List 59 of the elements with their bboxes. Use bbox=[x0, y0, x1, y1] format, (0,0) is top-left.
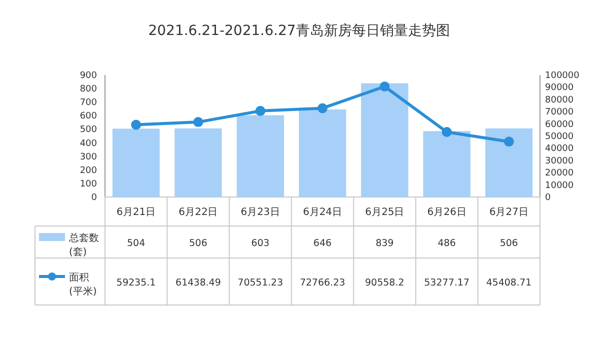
y2-tick-label: 10000 bbox=[545, 180, 574, 191]
data-label: 603 bbox=[251, 238, 270, 249]
bar bbox=[361, 83, 408, 197]
legend-label: 面积(平米) bbox=[69, 272, 97, 298]
data-label: 61438.49 bbox=[176, 278, 221, 288]
x-tick-label: 6月21日 bbox=[116, 207, 156, 218]
data-label: 506 bbox=[500, 238, 518, 249]
y-tick-label: 0 bbox=[91, 193, 98, 203]
point bbox=[193, 117, 204, 128]
data-label: 90558.2 bbox=[364, 278, 404, 288]
bar bbox=[174, 128, 222, 197]
bar bbox=[423, 131, 470, 197]
x-tick-label: 6月26日 bbox=[427, 207, 466, 218]
x-tick-label: 6月22日 bbox=[178, 207, 218, 218]
y-tick-label: 800 bbox=[80, 84, 98, 95]
y2-tick-label: 60000 bbox=[545, 120, 574, 130]
y-tick-label: 200 bbox=[80, 166, 98, 176]
y2-tick-label: 70000 bbox=[545, 108, 574, 118]
x-tick-label: 6月24日 bbox=[302, 207, 342, 218]
data-label: 59235.1 bbox=[116, 278, 156, 288]
data-label: 72766.23 bbox=[300, 278, 346, 288]
point bbox=[442, 127, 452, 137]
y-tick-label: 500 bbox=[80, 125, 98, 136]
bar bbox=[112, 128, 160, 197]
point bbox=[318, 103, 328, 114]
x-tick-label: 6月25日 bbox=[365, 207, 404, 218]
y2-tick-label: 0 bbox=[545, 193, 551, 203]
y-tick-label: 600 bbox=[80, 112, 98, 122]
y-tick-label: 900 bbox=[80, 71, 98, 81]
x-tick-label: 6月27日 bbox=[489, 207, 528, 218]
bar bbox=[298, 109, 346, 197]
point bbox=[131, 120, 142, 130]
x-tick-label: 6月23日 bbox=[240, 207, 280, 218]
data-label: 506 bbox=[189, 238, 208, 249]
data-label: 53277.17 bbox=[424, 278, 470, 288]
data-label: 486 bbox=[438, 238, 456, 249]
y2-tick-label: 40000 bbox=[545, 144, 574, 154]
data-label: 646 bbox=[313, 238, 332, 249]
point bbox=[504, 136, 514, 147]
y2-tick-label: 30000 bbox=[545, 156, 574, 166]
point bbox=[380, 82, 390, 92]
chart-title: 2021.6.21-2021.6.27青岛新房每日销量走势图 bbox=[148, 23, 450, 39]
y2-tick-label: 100000 bbox=[545, 71, 580, 81]
y-tick-label: 300 bbox=[80, 152, 98, 162]
y2-tick-label: 80000 bbox=[545, 95, 574, 106]
bar bbox=[236, 115, 284, 197]
data-label: 504 bbox=[127, 238, 146, 249]
bar bbox=[485, 128, 533, 197]
legend-label: 总套数(套) bbox=[68, 232, 99, 258]
point bbox=[255, 106, 266, 116]
y2-tick-label: 50000 bbox=[545, 132, 574, 142]
data-label: 45408.71 bbox=[486, 278, 532, 288]
y-tick-label: 100 bbox=[80, 179, 98, 190]
y-tick-label: 700 bbox=[80, 98, 98, 108]
data-label: 839 bbox=[376, 238, 394, 249]
data-label: 70551.23 bbox=[238, 278, 284, 288]
y-tick-label: 400 bbox=[80, 138, 98, 149]
y2-tick-label: 90000 bbox=[545, 83, 574, 94]
y2-tick-label: 20000 bbox=[545, 168, 574, 179]
